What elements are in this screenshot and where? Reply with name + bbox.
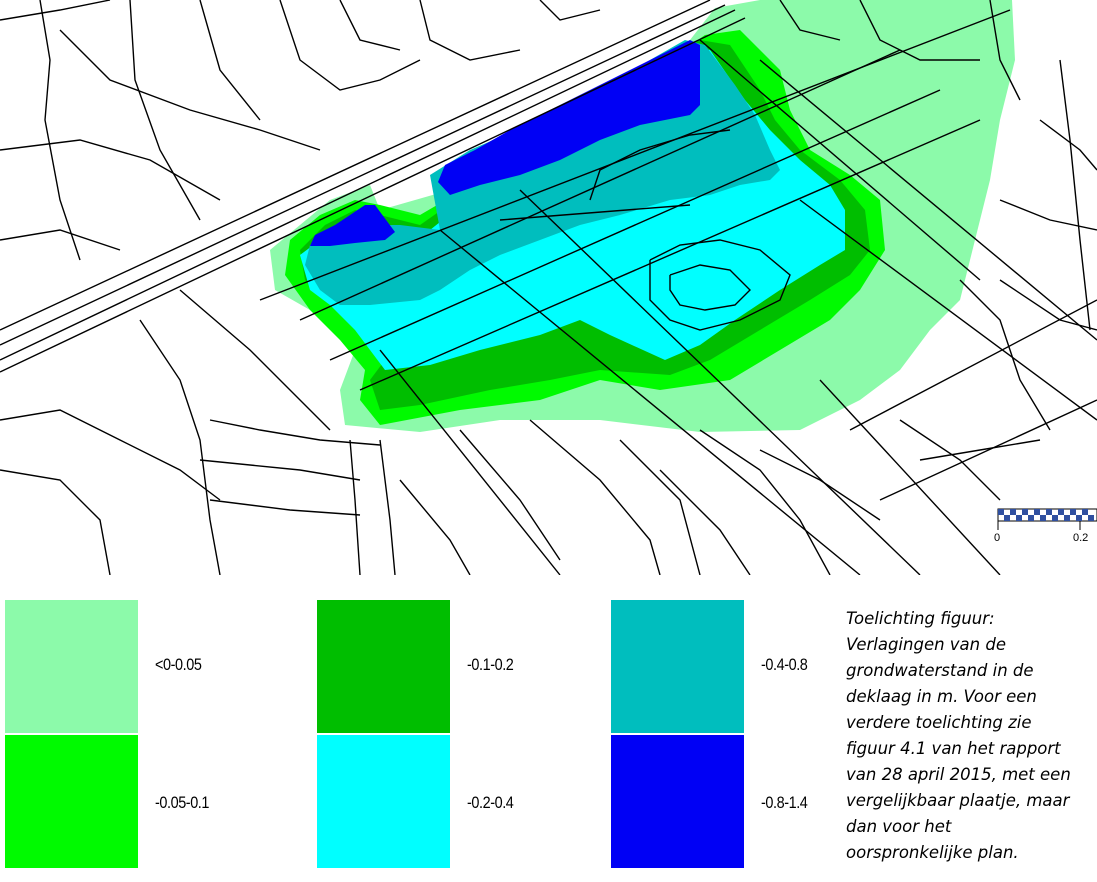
- legend-swatch-lt-0-05: [5, 600, 138, 733]
- legend-label-0-8-1-4: -0.8-1.4: [761, 793, 808, 812]
- parcel-lines: [0, 0, 1097, 575]
- legend-label-0-05-0-1: -0.05-0.1: [155, 793, 210, 812]
- legend-swatch-0-2-0-4: [317, 735, 450, 868]
- legend-label-0-2-0-4: -0.2-0.4: [467, 793, 514, 812]
- legend-label-0-4-0-8: -0.4-0.8: [761, 655, 808, 674]
- legend-swatch-0-1-0-2: [317, 600, 450, 733]
- legend-label-lt-0-05: <0-0.05: [155, 655, 202, 674]
- legend-swatch-0-8-1-4: [611, 735, 744, 868]
- figure-caption: Toelichting figuur: Verlagingen van de g…: [846, 609, 1071, 862]
- scale-label-start: 0: [994, 532, 1000, 544]
- drawdown-map: 0 0.2: [0, 0, 1097, 575]
- scale-label-end: 0.2: [1073, 532, 1088, 544]
- legend-swatch-0-4-0-8: [611, 600, 744, 733]
- drawdown-zone-0-8-1-4: [310, 40, 700, 246]
- legend-swatch-0-05-0-1: [5, 735, 138, 868]
- legend-label-0-1-0-2: -0.1-0.2: [467, 655, 514, 674]
- scale-bar: 0 0.2: [994, 508, 1097, 544]
